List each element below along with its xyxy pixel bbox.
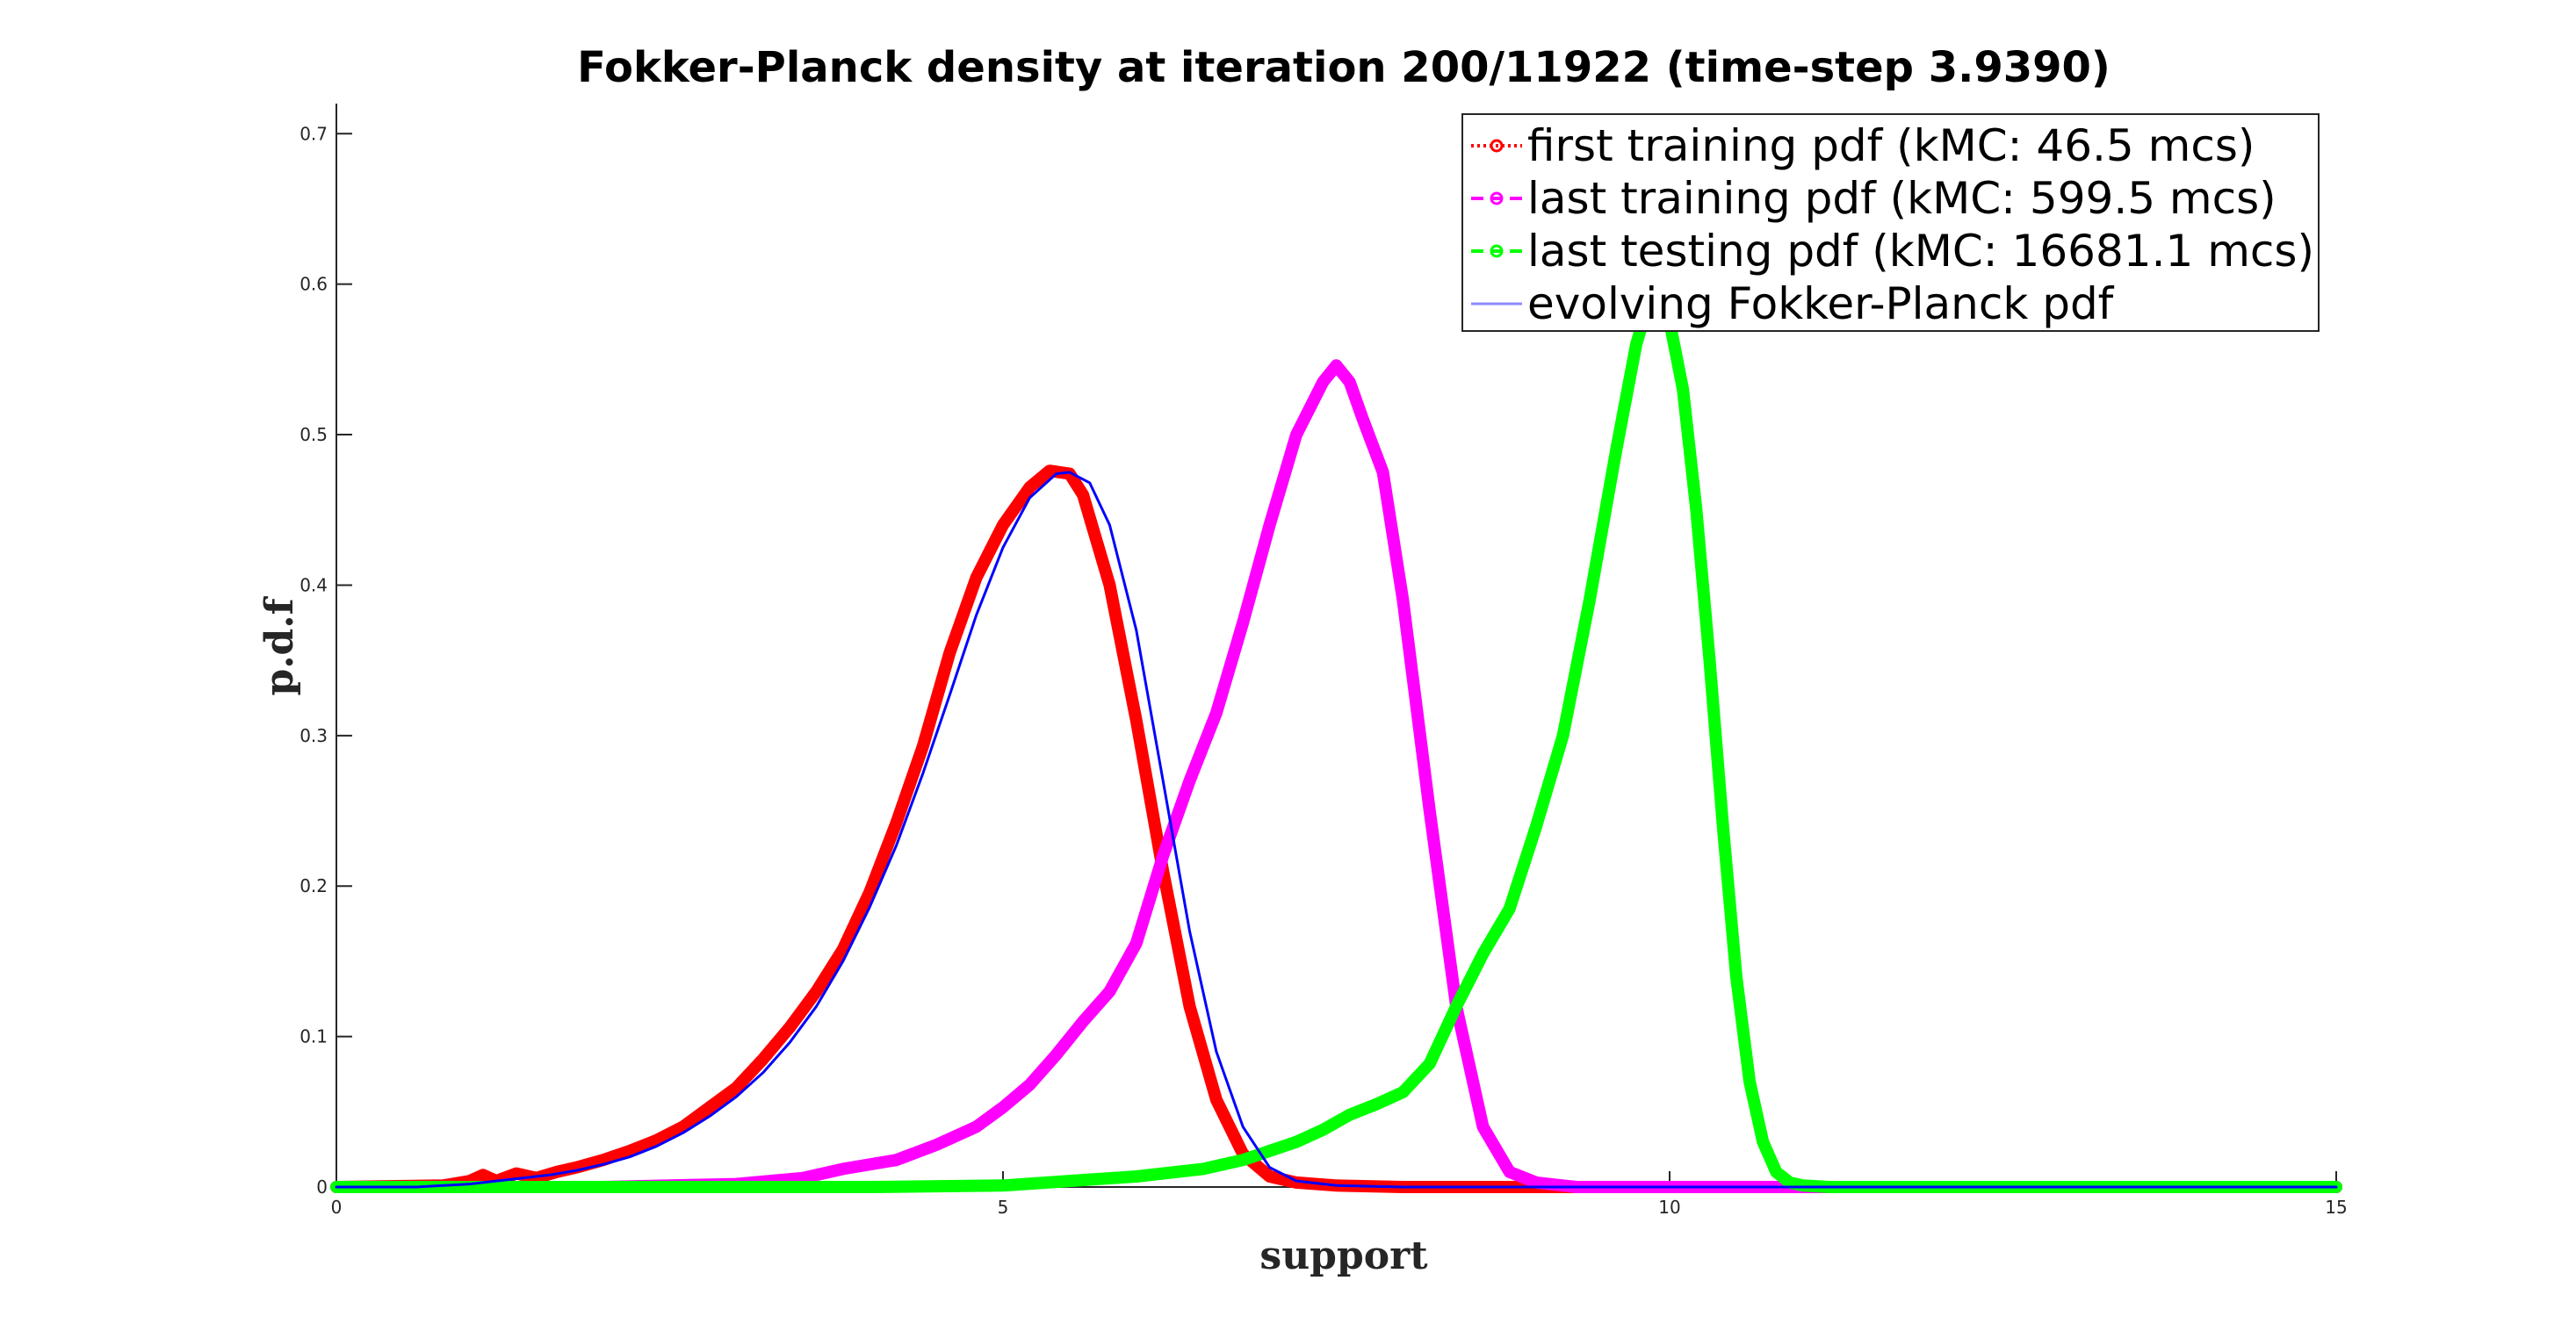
- x-tick-label: 10: [1658, 1197, 1680, 1218]
- legend-label-2: last training pdf (kMC: 599.5 mcs): [1527, 173, 2277, 224]
- series-line-2: [330, 359, 2342, 1193]
- legend-marker-3: [1490, 244, 1504, 258]
- series-line-1: [330, 464, 2342, 1193]
- y-tick-label: 0.6: [299, 274, 328, 295]
- x-tick-label: 5: [998, 1197, 1009, 1218]
- chart-title: Fokker-Planck density at iteration 200/1…: [577, 43, 2111, 92]
- x-tick-label: 0: [331, 1197, 343, 1218]
- legend-label-3: last testing pdf (kMC: 16681.1 mcs): [1527, 226, 2314, 277]
- legend-label-4: evolving Fokker-Planck pdf: [1527, 278, 2115, 329]
- legend-label-1: first training pdf (kMC: 46.5 mcs): [1527, 120, 2255, 171]
- x-tick-label: 15: [2325, 1197, 2347, 1218]
- legend: first training pdf (kMC: 46.5 mcs)last t…: [1461, 113, 2320, 332]
- y-tick-label: 0.2: [299, 875, 328, 896]
- y-tick-label: 0.1: [299, 1026, 328, 1047]
- legend-marker-1: [1490, 139, 1504, 153]
- y-axis-label: p.d.f: [257, 595, 302, 695]
- series-layer: [330, 292, 2342, 1193]
- y-tick-label: 0.5: [299, 424, 328, 445]
- legend-marker-2: [1490, 191, 1504, 205]
- y-tick-label: 0.4: [299, 574, 328, 595]
- series-line-4: [335, 471, 2338, 1189]
- series-line-3: [330, 292, 2342, 1193]
- x-axis-label: support: [1259, 1234, 1428, 1278]
- legend-box: [1461, 113, 2320, 332]
- y-tick-label: 0.3: [299, 725, 328, 746]
- y-tick-label: 0: [316, 1176, 328, 1198]
- y-tick-label: 0.7: [299, 123, 328, 144]
